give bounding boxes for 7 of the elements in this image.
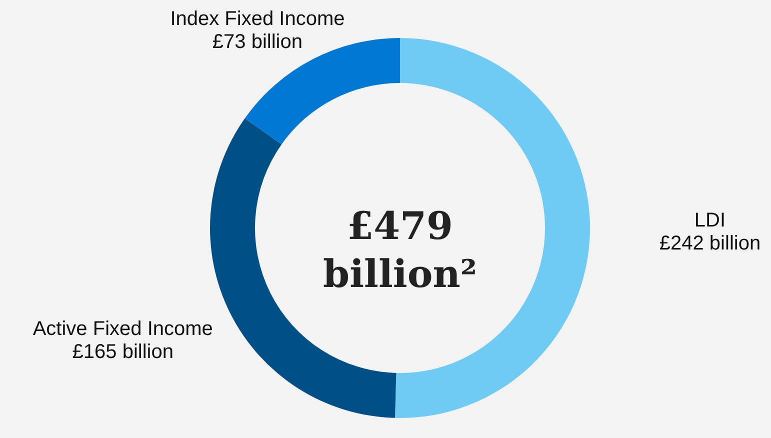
data-label: £165 billion bbox=[72, 341, 174, 364]
slice-label: LDI bbox=[694, 209, 726, 232]
data-label: £242 billion bbox=[659, 232, 761, 254]
slice-label: Index Fixed Income bbox=[170, 8, 345, 30]
slice-label: Active Fixed Income bbox=[32, 318, 213, 340]
data-label: £73 billion bbox=[212, 31, 302, 53]
text: £479 billion² bbox=[323, 203, 477, 296]
